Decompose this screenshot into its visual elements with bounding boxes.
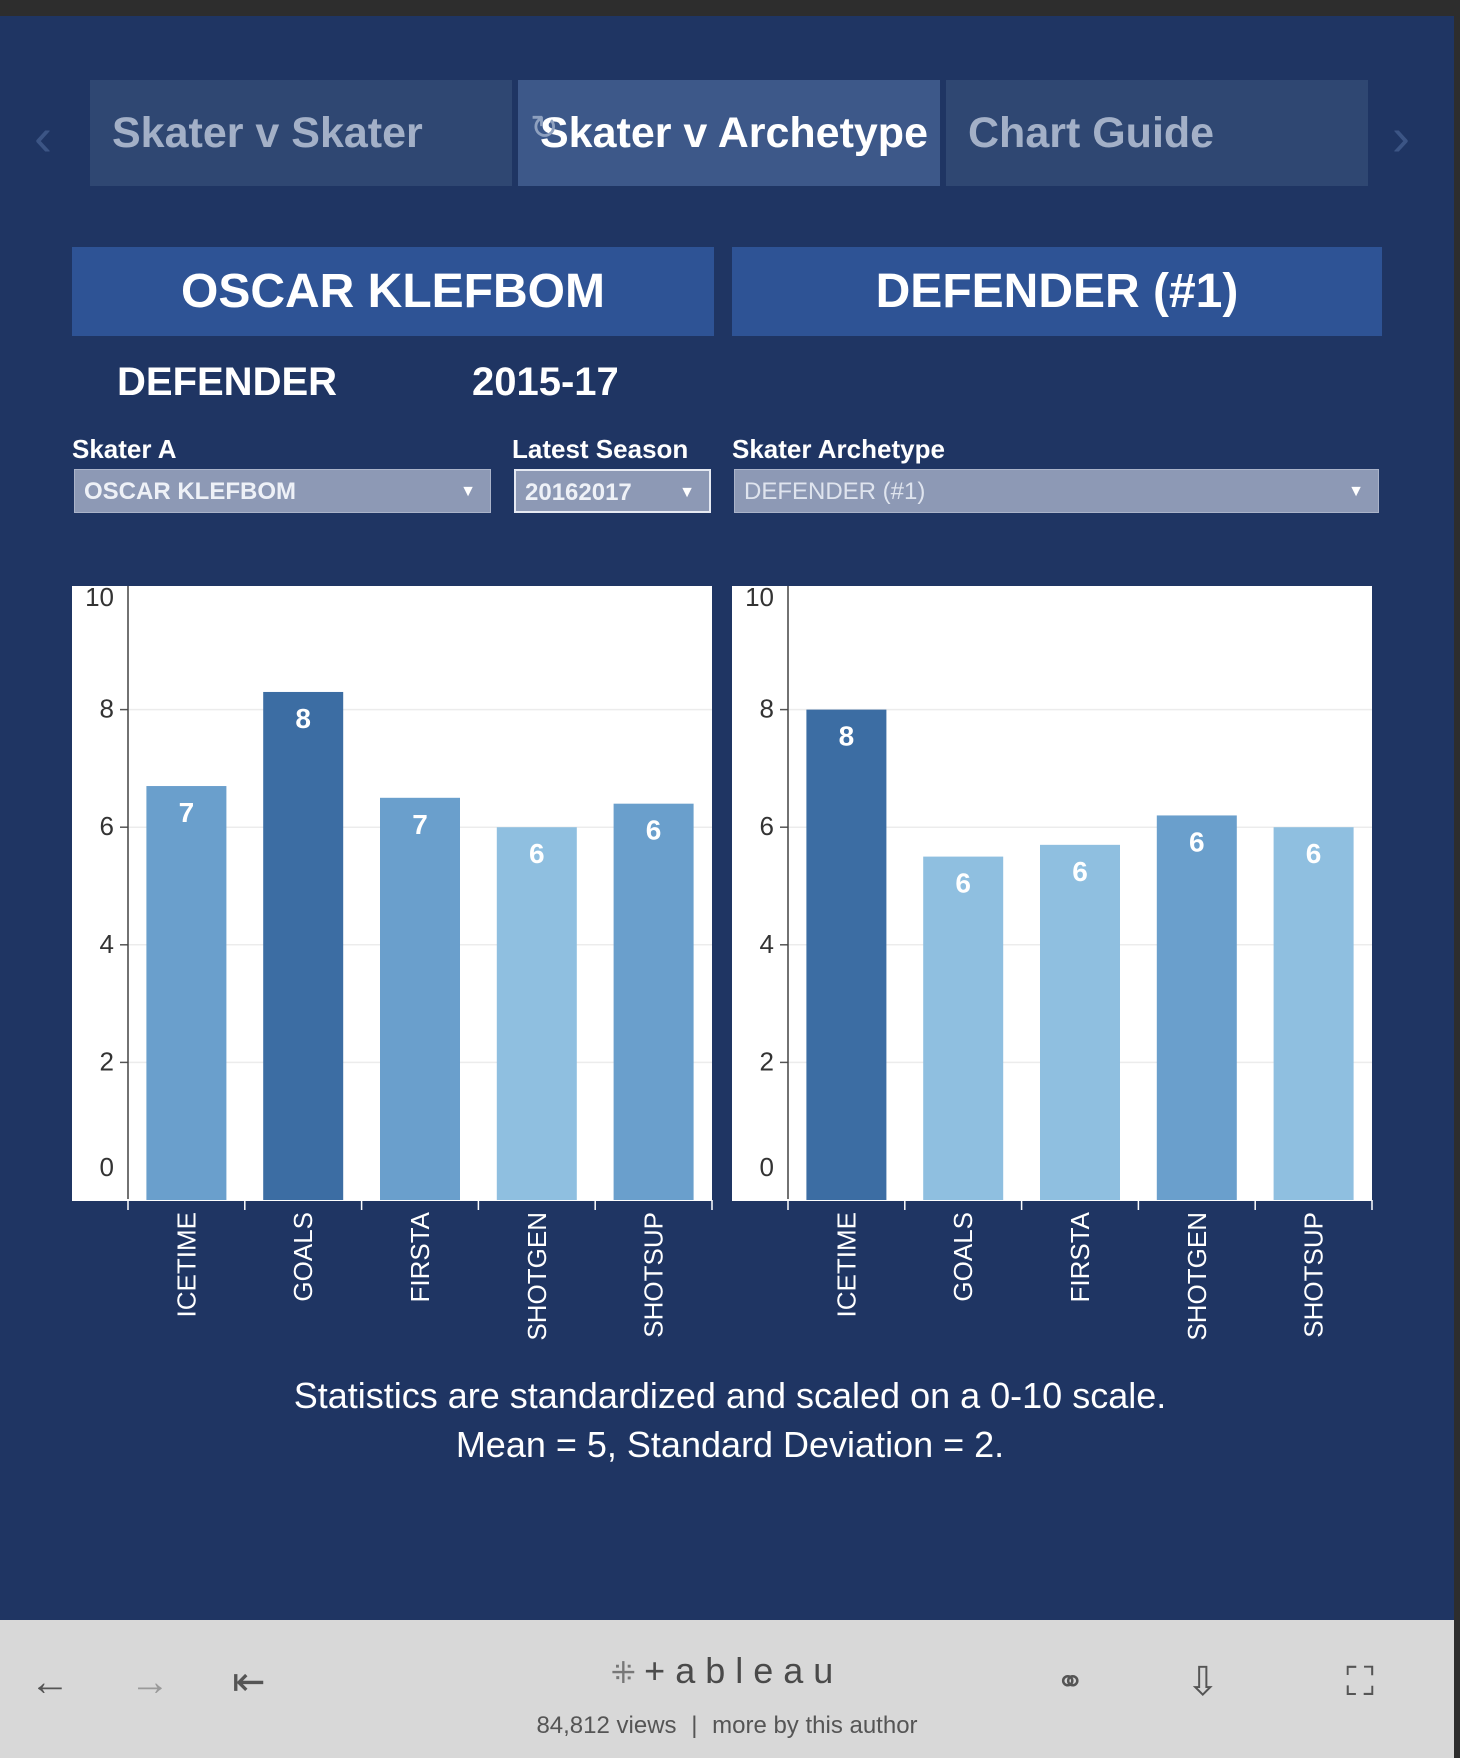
fullscreen-icon[interactable]: ⛶ <box>1346 1660 1374 1704</box>
y-tick-label: 0 <box>760 1152 774 1182</box>
x-category-label: FIRSTA <box>405 1211 435 1302</box>
download-icon[interactable]: ⇩ <box>1186 1660 1220 1704</box>
bar-data-label: 6 <box>529 838 545 869</box>
chevron-down-icon: ▼ <box>679 484 695 501</box>
skater-archetype-label: Skater Archetype <box>732 434 945 464</box>
x-category-label: FIRSTA <box>1065 1211 1095 1302</box>
bar-data-label: 6 <box>1189 826 1205 857</box>
bar-shotsup <box>613 803 694 1200</box>
chevron-down-icon: ▼ <box>460 483 476 500</box>
share-icon[interactable]: ⚭ <box>1056 1663 1085 1701</box>
bar-data-label: 6 <box>646 815 662 846</box>
y-tick-label: 4 <box>760 929 774 959</box>
tableau-footer: ← → ⇤ ⁜ +ableau 84,812 views | more by t… <box>0 1620 1454 1758</box>
latest-season-label: Latest Season <box>512 434 689 464</box>
back-arrow-icon[interactable]: ← <box>30 1660 70 1704</box>
bar-data-label: 6 <box>1072 856 1088 887</box>
reload-icon[interactable]: ↻ <box>530 109 559 147</box>
y-tick-label: 6 <box>100 811 114 841</box>
bar-shotsup <box>1273 827 1354 1200</box>
y-tick-label: 2 <box>760 1046 774 1076</box>
latest-season-select[interactable]: 20162017 ▼ <box>514 469 711 513</box>
bar-data-label: 6 <box>1306 838 1322 869</box>
tab-next-arrow-icon[interactable]: › <box>1392 107 1410 167</box>
bar-icetime <box>806 709 887 1200</box>
chevron-down-icon: ▼ <box>1348 483 1364 500</box>
x-category-label: ICETIME <box>171 1212 201 1317</box>
tab-skater-v-skater[interactable]: Skater v Skater <box>90 80 512 186</box>
skater-a-select[interactable]: OSCAR KLEFBOM ▼ <box>74 469 491 513</box>
more-by-author-link[interactable]: more by this author <box>712 1712 918 1739</box>
archetype-bar-chart: 0 2 4 6 8 10 8 ICETIME 6 GOALS 6 FIRSTA 6 SHOTGEN 6 SHO… <box>732 582 1373 1340</box>
skater-a-value: OSCAR KLEFBOM <box>84 478 296 505</box>
tab-skater-v-archetype[interactable]: Skater v Archetype <box>518 80 940 186</box>
latest-season-value: 20162017 <box>525 479 632 506</box>
y-tick-label: 2 <box>100 1046 114 1076</box>
bar-shotgen <box>1156 815 1237 1200</box>
tab-bar: ‹ Skater v Skater Skater v Archetype Cha… <box>0 70 1460 200</box>
x-category-label: SHOTGEN <box>522 1212 552 1340</box>
skater-archetype-select[interactable]: DEFENDER (#1) ▼ <box>734 469 1379 513</box>
skater-bar-chart: 0 2 4 6 8 10 7 ICETIME 8 GOALS 7 FIRSTA 6 SHOTGEN 6 SHO… <box>72 582 713 1340</box>
bar-firsta <box>1040 844 1120 1200</box>
y-tick-label: 6 <box>760 811 774 841</box>
skater-title: OSCAR KLEFBOM <box>72 247 714 336</box>
bar-icetime <box>146 786 227 1200</box>
y-tick-label: 0 <box>100 1152 114 1182</box>
bar-goals <box>263 691 344 1200</box>
y-tick-label: 8 <box>100 694 114 724</box>
x-category-label: GOALS <box>288 1212 318 1302</box>
skater-season: 2015-17 <box>472 360 619 404</box>
window-right-strip <box>1454 16 1460 1758</box>
bar-firsta <box>380 797 460 1200</box>
bar-data-label: 6 <box>955 868 971 899</box>
tableau-logo-mark-icon: ⁜ <box>610 1657 645 1690</box>
bar-shotgen <box>496 827 577 1200</box>
x-category-label: SHOTSUP <box>1299 1212 1329 1338</box>
archetype-title: DEFENDER (#1) <box>732 247 1382 336</box>
view-count: 84,812 views <box>536 1712 677 1739</box>
x-category-label: GOALS <box>948 1212 978 1302</box>
scale-note: Statistics are standardized and scaled o… <box>293 1375 1167 1416</box>
y-tick-label: 10 <box>85 582 114 612</box>
tableau-logo-text: +ableau <box>644 1650 844 1691</box>
tab-prev-arrow-icon[interactable]: ‹ <box>34 107 52 167</box>
bar-data-label: 7 <box>179 797 195 828</box>
x-category-label: SHOTGEN <box>1182 1212 1212 1340</box>
bar-data-label: 8 <box>295 703 311 734</box>
bar-goals <box>923 856 1004 1200</box>
y-tick-label: 10 <box>745 582 774 612</box>
y-tick-label: 4 <box>100 929 114 959</box>
skater-a-label: Skater A <box>72 434 177 464</box>
window-top-strip <box>0 0 1460 16</box>
forward-arrow-icon[interactable]: → <box>130 1660 170 1704</box>
x-category-label: SHOTSUP <box>639 1212 669 1338</box>
mean-sd-note: Mean = 5, Standard Deviation = 2. <box>455 1424 1005 1465</box>
first-page-icon[interactable]: ⇤ <box>232 1660 266 1704</box>
y-tick-label: 8 <box>760 694 774 724</box>
archetype-value: DEFENDER (#1) <box>744 478 926 505</box>
x-category-label: ICETIME <box>831 1212 861 1317</box>
views-line: 84,812 views | more by this author <box>0 1712 1454 1740</box>
skater-position: DEFENDER <box>117 360 338 404</box>
bar-data-label: 7 <box>412 809 428 840</box>
tab-chart-guide[interactable]: Chart Guide <box>946 80 1368 186</box>
tableau-logo[interactable]: ⁜ +ableau <box>0 1650 1454 1692</box>
bar-data-label: 8 <box>839 721 855 752</box>
views-separator: | <box>691 1712 698 1739</box>
